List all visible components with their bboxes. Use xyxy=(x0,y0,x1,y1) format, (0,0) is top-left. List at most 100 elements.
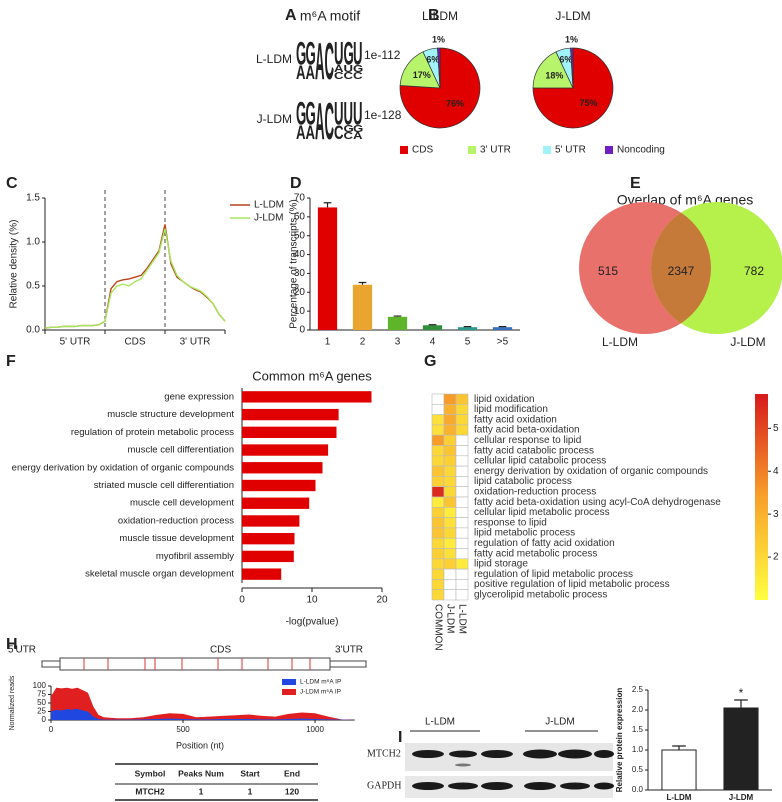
legend-label: 3' UTR xyxy=(480,145,511,156)
y-tick-label: 70 xyxy=(294,193,306,204)
value-label: 76% xyxy=(446,98,464,108)
x-tick-label: 1000 xyxy=(306,725,324,734)
bar xyxy=(242,426,337,438)
y-tick-label: 75 xyxy=(37,690,46,699)
heat-cell xyxy=(431,414,445,426)
empty-cell xyxy=(455,579,469,591)
empty-cell xyxy=(455,434,469,446)
value-label: 18% xyxy=(545,71,563,81)
y-axis-label: Relative density (%) xyxy=(9,220,20,309)
column-label: J-LDM xyxy=(444,604,455,633)
category-label: striated muscle cell differentiation xyxy=(94,480,234,491)
empty-cell xyxy=(455,445,469,457)
y-tick-label: 0.0 xyxy=(26,325,40,336)
logo-letter: G xyxy=(344,123,354,134)
empty-cell xyxy=(455,537,469,549)
empty-cell xyxy=(431,403,445,415)
bar xyxy=(317,207,338,330)
table-cell: MTCH2 xyxy=(135,786,165,796)
heat-cell xyxy=(455,424,469,436)
row-label: fatty acid beta-oxidation xyxy=(474,425,580,436)
error-bar xyxy=(672,745,686,750)
bar xyxy=(242,568,282,580)
logo-letter: U xyxy=(344,63,354,74)
row-label: lipid modification xyxy=(474,404,548,415)
heat-cell xyxy=(431,579,445,591)
empty-cell xyxy=(455,568,469,580)
x-tick-label: 1 xyxy=(325,337,331,348)
category-label: muscle structure development xyxy=(107,409,234,420)
logo-letter: A xyxy=(353,131,363,142)
gene-region-label: 3'UTR xyxy=(335,645,363,656)
y-tick-label: 20 xyxy=(294,287,306,298)
heat-cell xyxy=(431,589,445,601)
panel-label: E xyxy=(630,175,641,192)
heat-cell xyxy=(431,486,445,498)
x-tick-label: 20 xyxy=(376,595,388,606)
row-label: response to lipid xyxy=(474,517,547,528)
x-tick-label: 500 xyxy=(176,725,190,734)
bar xyxy=(242,515,300,527)
y-tick-label: 40 xyxy=(294,249,306,260)
empty-cell xyxy=(455,527,469,539)
y-tick-label: 25 xyxy=(37,707,46,716)
row-label: cellular response to lipid xyxy=(474,435,581,446)
y-tick-label: 60 xyxy=(294,211,306,222)
colorbar-label: 4 xyxy=(773,466,779,477)
y-tick-label: 50 xyxy=(37,698,46,707)
heat-cell xyxy=(431,465,445,477)
blot-group-label: J-LDM xyxy=(545,717,574,728)
bar xyxy=(242,408,339,421)
set-label: L-LDM xyxy=(602,335,638,349)
heat-cell xyxy=(455,558,469,570)
empty-cell xyxy=(455,548,469,560)
region-label: 5' UTR xyxy=(60,337,91,348)
heat-cell xyxy=(431,548,445,560)
table-header: Symbol xyxy=(135,768,166,778)
value-label: 75% xyxy=(580,98,598,108)
error-bar xyxy=(734,699,748,708)
heat-cell xyxy=(431,568,445,580)
logo-letter: G xyxy=(353,63,363,74)
y-tick-label: 1.5 xyxy=(632,725,644,734)
logo-letter: A xyxy=(296,121,306,143)
y-tick-label: 30 xyxy=(294,268,306,279)
bar xyxy=(242,479,316,492)
error-bar xyxy=(498,326,507,328)
legend-swatch xyxy=(282,689,296,695)
heat-cell xyxy=(443,506,457,518)
heat-cell xyxy=(431,537,445,549)
bar xyxy=(457,327,478,330)
gene-region-label: CDS xyxy=(210,645,231,656)
empty-cell xyxy=(431,393,445,405)
x-tick-label: L-LDM xyxy=(667,793,692,802)
logo-letter: A xyxy=(306,61,316,83)
heat-cell xyxy=(443,455,457,467)
heat-cell xyxy=(431,527,445,539)
pie-slice xyxy=(570,47,574,89)
value-label: 17% xyxy=(413,70,431,80)
set-overlap xyxy=(651,202,711,334)
logo-letter: U xyxy=(344,97,354,132)
x-axis-label: -log(pvalue) xyxy=(286,617,339,628)
blot-row-label: GAPDH xyxy=(367,780,401,791)
logo-letter: C xyxy=(334,121,344,143)
colorbar-label: 5 xyxy=(773,423,779,434)
gene-region-label: 5'UTR xyxy=(8,645,36,656)
heat-cell xyxy=(455,393,469,405)
blot-bands xyxy=(412,749,614,790)
table-header: End xyxy=(284,768,300,778)
logo-letter: A xyxy=(296,61,306,83)
x-tick-label: 2 xyxy=(360,337,366,348)
logo-letter: U xyxy=(353,97,363,132)
heat-cell xyxy=(443,424,457,436)
heat-cell xyxy=(443,476,457,487)
empty-cell xyxy=(455,486,469,498)
pie-slice xyxy=(532,51,574,89)
legend-label: Noncoding xyxy=(617,145,665,156)
panel-label: C xyxy=(6,175,18,192)
y-tick-label: 10 xyxy=(294,306,306,317)
legend-swatch xyxy=(605,146,613,154)
table-cell: 1 xyxy=(199,786,204,796)
heat-cell xyxy=(443,548,457,560)
